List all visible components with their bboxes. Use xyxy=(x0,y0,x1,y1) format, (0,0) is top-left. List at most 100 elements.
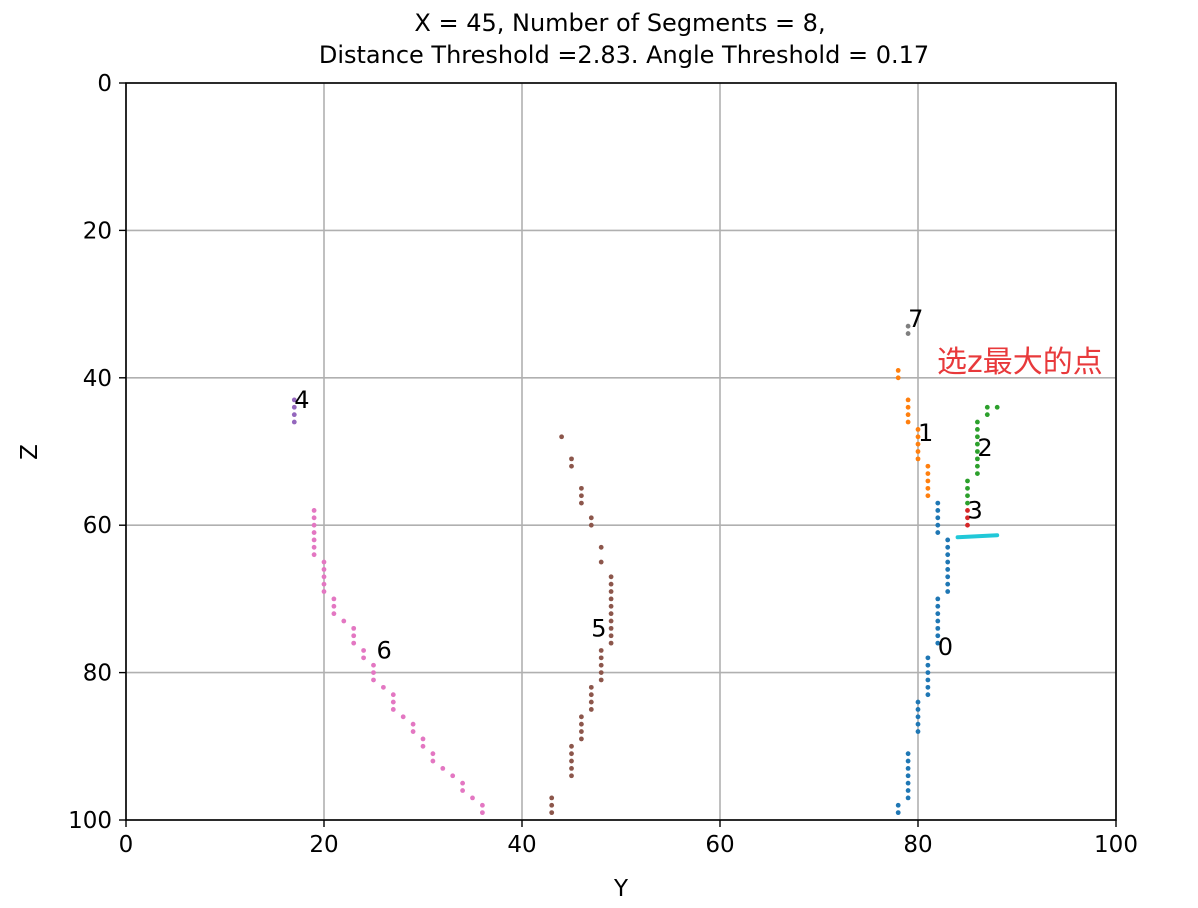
segment-2-point xyxy=(984,404,990,410)
segment-2-point xyxy=(975,419,980,425)
segment-6-point xyxy=(321,581,327,587)
segment-5-point xyxy=(608,596,614,602)
segment-0-point xyxy=(905,766,911,771)
segment-1-point xyxy=(905,404,911,410)
segment-2-point xyxy=(984,412,990,418)
segment-6-point xyxy=(480,810,485,816)
segment-5-point xyxy=(579,714,584,720)
segment-0-point xyxy=(905,795,911,801)
segment-5-point xyxy=(588,692,594,698)
highlight-mark xyxy=(955,533,1000,540)
segment-6-point xyxy=(390,699,396,705)
y-tick-label: 40 xyxy=(83,366,112,392)
segment-0-point xyxy=(925,684,931,690)
segment-2-point xyxy=(975,456,980,462)
segment-5-point xyxy=(569,766,574,771)
segment-6-point xyxy=(331,603,337,609)
segment-1-point xyxy=(925,471,931,477)
segment-1-point xyxy=(905,419,911,425)
segment-5-point xyxy=(549,802,555,808)
segment-0-point xyxy=(895,802,901,808)
y-tick-label: 0 xyxy=(97,71,112,97)
segment-7-label: 7 xyxy=(908,305,923,333)
segment-0-point xyxy=(915,714,921,720)
segment-2-point xyxy=(975,463,980,469)
segment-6-point xyxy=(410,721,416,727)
segment-6-point xyxy=(321,574,327,580)
segment-7-point xyxy=(905,323,911,329)
x-tick-label: 40 xyxy=(507,832,536,858)
segment-0-point xyxy=(905,780,911,786)
plot-frame xyxy=(125,82,1117,821)
segment-6-point xyxy=(420,736,426,742)
segment-5-point xyxy=(608,581,614,587)
grid-lines xyxy=(125,82,1117,821)
segment-5-point xyxy=(579,736,584,742)
segment-2-point xyxy=(965,500,970,506)
segment-6-point xyxy=(331,611,337,617)
chart-subtitle: Distance Threshold =2.83. Angle Threshol… xyxy=(319,41,929,69)
segment-2-point xyxy=(975,426,980,432)
segment-5-point xyxy=(569,743,574,749)
segment-5-point xyxy=(608,625,614,631)
segment-0-point xyxy=(935,522,941,528)
segment-2-label: 2 xyxy=(977,434,992,462)
segment-0-point xyxy=(935,508,941,513)
segment-4-label: 4 xyxy=(294,386,309,414)
segment-6-point xyxy=(430,758,436,764)
segment-3-point xyxy=(965,508,970,513)
segment-0-point xyxy=(915,707,921,712)
segment-6-point xyxy=(460,788,465,793)
y-axis-label: Z xyxy=(17,444,43,460)
segment-6-point xyxy=(351,633,357,639)
segment-0-point xyxy=(935,500,941,506)
segment-1-label: 1 xyxy=(918,419,933,447)
segment-0-point xyxy=(915,721,921,727)
segment-5-point xyxy=(569,773,574,779)
segment-0-point xyxy=(925,655,931,661)
data-points xyxy=(291,323,1000,816)
segment-0-point xyxy=(945,544,951,550)
segment-5-point xyxy=(598,670,604,675)
segment-2-point xyxy=(994,404,1000,410)
segment-4-point xyxy=(291,404,297,410)
segment-0-point xyxy=(915,729,921,734)
segment-1-point xyxy=(905,397,911,403)
segment-6-point xyxy=(430,751,436,757)
segment-1-point xyxy=(925,493,931,499)
segment-1-point xyxy=(915,441,921,447)
segment-5-point xyxy=(598,648,604,653)
segment-4-point xyxy=(291,397,297,403)
segment-1-point xyxy=(915,434,921,440)
segment-2-point xyxy=(975,441,980,447)
segment-5-point xyxy=(569,758,574,764)
segment-5-point xyxy=(549,795,555,801)
segment-2-point xyxy=(965,493,970,499)
segment-0-point xyxy=(935,640,941,646)
segment-4-point xyxy=(291,419,297,425)
y-tick-label: 20 xyxy=(83,218,112,244)
segment-4-point xyxy=(291,412,297,418)
segment-5-point xyxy=(598,662,604,668)
segment-1-point xyxy=(925,478,931,484)
x-axis-ticks: 0 20 40 60 80 100 xyxy=(119,820,1138,858)
segment-5-point xyxy=(608,633,614,639)
segment-0-point xyxy=(895,810,901,816)
segment-0-point xyxy=(945,574,951,580)
segment-5-point xyxy=(588,515,594,521)
chart-title: X = 45, Number of Segments = 8, xyxy=(414,9,825,37)
segment-5-point xyxy=(608,603,614,609)
segment-0-point xyxy=(925,670,931,675)
segment-0-point xyxy=(935,530,941,535)
segment-3-label: 3 xyxy=(968,496,983,524)
segment-6-point xyxy=(371,670,376,675)
segment-1-point xyxy=(925,463,931,469)
segment-3-point xyxy=(965,515,970,521)
segment-6-point xyxy=(400,714,406,720)
segment-6-point xyxy=(371,662,376,668)
segment-6-point xyxy=(311,508,317,513)
x-tick-label: 80 xyxy=(903,832,932,858)
segment-2-point xyxy=(975,471,980,477)
segment-0-point xyxy=(945,567,951,572)
segment-0-point xyxy=(915,699,921,705)
